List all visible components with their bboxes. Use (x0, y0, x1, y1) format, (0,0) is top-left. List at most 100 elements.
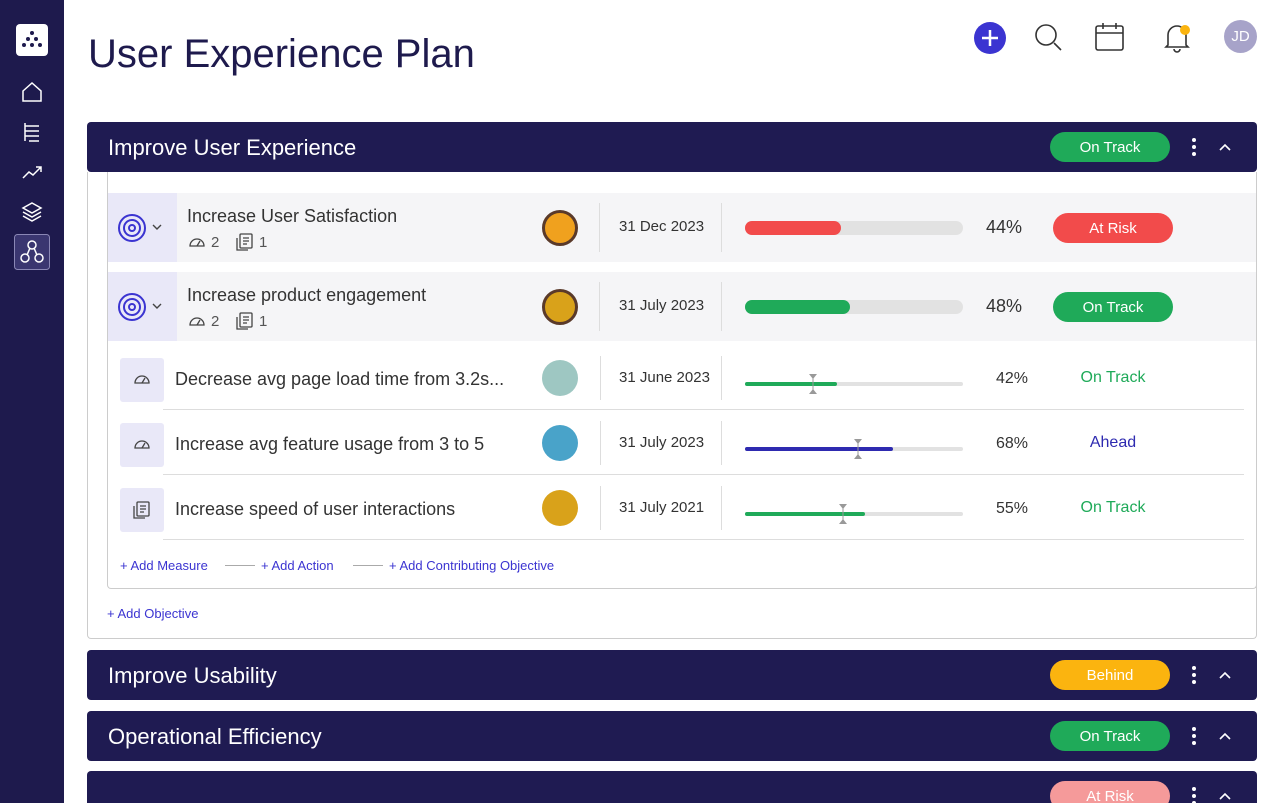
progress-fill (745, 447, 894, 451)
action-icon-shape (236, 312, 253, 330)
logo (16, 24, 48, 56)
due-date: 31 Dec 2023 (619, 218, 705, 235)
progress-fill (745, 512, 865, 516)
status-pill: On Track (1053, 292, 1173, 322)
section-body: Increase User Satisfaction 2 1 31 Dec 2023 4… (87, 172, 1257, 639)
target-marker-shape (839, 504, 848, 524)
kebab-menu-shape (1192, 666, 1196, 684)
key-result-icon-shape (133, 501, 150, 519)
progress-label: 68% (996, 435, 1029, 452)
section-header[interactable]: At Risk (87, 771, 1257, 803)
owner-avatar (542, 425, 578, 461)
measure-count: 2 (211, 313, 220, 330)
tree-icon[interactable] (20, 120, 44, 144)
divider (600, 486, 601, 530)
kebab-menu-shape (1192, 138, 1196, 156)
divider (721, 282, 722, 331)
objective-name: Increase product engagement (187, 285, 427, 305)
progress-label: 42% (996, 370, 1029, 387)
objectives-icon[interactable] (14, 234, 50, 270)
search-icon[interactable] (1033, 22, 1063, 52)
owner-avatar (542, 360, 578, 396)
collapse-chevron (1217, 140, 1233, 154)
section-header[interactable]: Operational Efficiency On Track (87, 711, 1257, 761)
status-text: Ahead (1089, 434, 1137, 451)
key-result-name: Decrease avg page load time from 3.2s... (175, 369, 505, 389)
kebab-menu (1187, 665, 1201, 685)
sidebar (0, 0, 64, 803)
status-text: On Track (1080, 369, 1146, 386)
divider (721, 203, 722, 252)
section-header[interactable]: Improve User Experience On Track (87, 122, 1257, 172)
section-title: Improve User Experience (108, 135, 357, 160)
calendar-icon[interactable] (1094, 21, 1126, 53)
progress-label: 48% (986, 296, 1023, 316)
target-marker-shape (854, 439, 863, 459)
objective-icon (108, 272, 177, 341)
status-pill: Behind (1050, 660, 1170, 690)
collapse-chevron-shape (1219, 143, 1231, 151)
add-button[interactable] (973, 21, 1007, 55)
row-border (163, 409, 1244, 410)
objective-name: Increase User Satisfaction (187, 206, 398, 226)
layers-icon[interactable] (20, 200, 44, 224)
owner-avatar (542, 210, 578, 246)
divider (721, 421, 722, 465)
add-link[interactable]: + Add Action (261, 558, 334, 573)
objectives-panel: Increase User Satisfaction 2 1 31 Dec 2023 4… (107, 172, 1257, 589)
home-icon[interactable] (20, 80, 44, 104)
divider (600, 421, 601, 465)
target-marker (838, 503, 848, 525)
progress-track (745, 382, 963, 386)
key-result-row[interactable]: Increase avg feature usage from 3 to 5 31… (108, 411, 1256, 475)
progress-fill (745, 382, 837, 386)
user-avatar[interactable]: JD (1224, 20, 1257, 53)
key-result-name: Increase speed of user interactions (175, 499, 456, 519)
action-count: 1 (259, 313, 268, 330)
collapse-chevron (1217, 729, 1233, 743)
collapse-chevron (1217, 789, 1233, 803)
target-marker (808, 373, 818, 395)
owner-avatar (542, 289, 578, 325)
notifications-icon[interactable] (1160, 20, 1194, 54)
objective-icon-shape (118, 293, 162, 321)
status-text: On Track (1080, 499, 1146, 516)
key-result-icon (120, 358, 164, 402)
objective-row[interactable]: Increase User Satisfaction 2 1 31 Dec 2023 4… (108, 193, 1256, 262)
collapse-chevron-shape (1219, 671, 1231, 679)
key-result-icon-shape (134, 375, 150, 384)
key-result-row[interactable]: Decrease avg page load time from 3.2s...… (108, 346, 1256, 410)
target-marker (853, 438, 863, 460)
add-link[interactable]: + Add Contributing Objective (389, 558, 555, 573)
measure-count: 2 (211, 234, 220, 251)
action-icon (235, 311, 255, 331)
add-objective-link[interactable]: + Add Objective (107, 606, 199, 621)
measure-icon (187, 233, 207, 253)
section-title: Operational Efficiency (108, 724, 322, 749)
kebab-menu (1187, 786, 1201, 803)
divider (600, 356, 601, 400)
status-pill: At Risk (1050, 781, 1170, 803)
measure-icon-shape (189, 317, 205, 326)
page-title: User Experience Plan (88, 32, 475, 76)
collapse-chevron-shape (1219, 792, 1231, 800)
divider (599, 203, 600, 252)
section-title: Improve Usability (108, 663, 277, 688)
key-result-row[interactable]: Increase speed of user interactions 31 Ju… (108, 476, 1256, 540)
add-link[interactable]: + Add Measure (120, 558, 208, 573)
progress-fill (745, 221, 841, 235)
divider (721, 486, 722, 530)
trend-icon[interactable] (20, 160, 44, 184)
objective-icon-shape (118, 214, 162, 242)
progress-label: 55% (996, 500, 1029, 517)
kebab-menu-shape (1192, 727, 1196, 745)
objective-row[interactable]: Increase product engagement 2 1 31 July 202… (108, 272, 1256, 341)
section-header[interactable]: Improve Usability Behind (87, 650, 1257, 700)
action-count: 1 (259, 234, 268, 251)
due-date: 31 July 2023 (619, 297, 705, 314)
link-connector (353, 565, 383, 566)
measure-icon-shape (189, 238, 205, 247)
link-connector (225, 565, 255, 566)
key-result-name: Increase avg feature usage from 3 to 5 (175, 434, 485, 454)
